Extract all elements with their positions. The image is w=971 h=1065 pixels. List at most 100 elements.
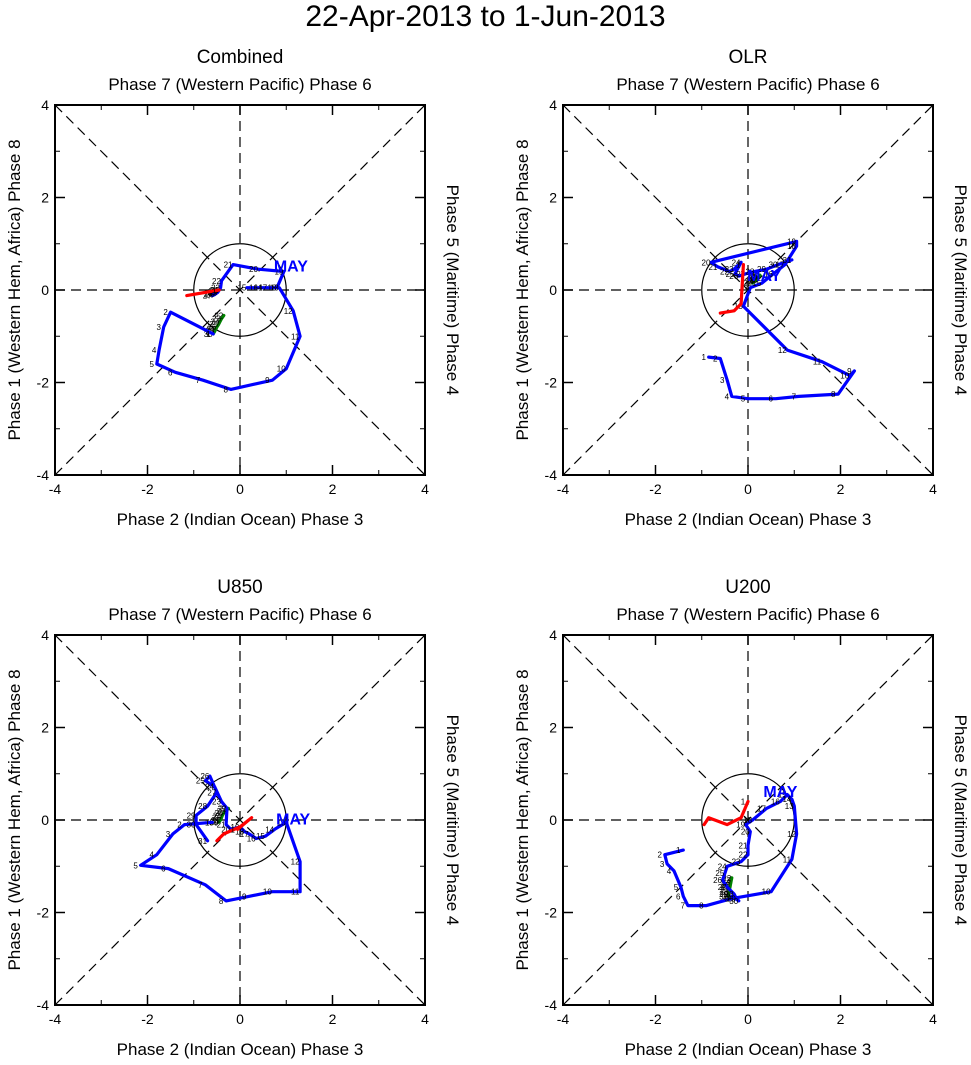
day-label: 2 [658,851,663,860]
day-label: 21 [217,821,226,830]
day-label: 14 [254,284,263,293]
day-label: 8 [699,902,704,911]
y-tick-label: -2 [37,905,50,921]
day-label: 28 [745,268,754,277]
x-tick-label: -4 [557,1011,570,1027]
day-label: 15 [778,791,787,800]
day-label: 2 [713,354,718,363]
day-label: 16 [764,270,773,279]
day-label: 12 [787,830,796,839]
day-label: 25 [726,270,735,279]
day-label: 5 [150,360,155,369]
day-label: 1 [230,825,235,834]
series-april-line [727,876,734,898]
y-tick-label: 4 [41,627,49,643]
day-label: 13 [277,818,286,827]
day-label: 7 [196,376,201,385]
day-label: 10 [840,372,849,381]
y-tick-label: -2 [545,375,558,391]
month-label-may: MAY [276,812,310,829]
day-label: 31 [782,256,791,265]
day-label: 27 [211,816,220,825]
unit-circle [193,773,287,867]
day-label: 12 [284,307,293,316]
day-label: 30 [719,892,728,901]
unit-circle [193,243,287,337]
day-label: 5 [133,861,138,870]
day-label: 7 [792,392,797,401]
y-tick-label: -4 [37,997,50,1013]
series-may-line [155,263,302,391]
series-april-line [211,313,226,336]
day-label: 22 [214,311,223,320]
left-axis-label: Phase 1 (Western Hem, Africa) Phase 8 [5,139,24,440]
day-label: 15 [752,279,761,288]
day-label: 27 [748,274,757,283]
day-label: 17 [776,261,785,270]
day-label: 29 [187,811,196,820]
day-label: 29 [757,265,766,274]
day-label: 1 [206,330,211,339]
day-label: 21 [708,263,717,272]
right-axis-label: Phase 5 (Maritime) Phase 4 [443,715,462,926]
day-label: 22 [219,804,228,813]
day-label: 24 [211,317,220,326]
x-tick-label: -2 [649,1011,662,1027]
day-label: 10 [762,888,771,897]
y-tick-label: -4 [545,997,558,1013]
day-label: 2 [163,308,168,317]
day-label: 13 [270,284,279,293]
day-label: 30 [204,330,213,339]
panel-u850: U850 Phase 7 (Western Pacific) Phase 6 Pha… [5,577,462,1059]
y-tick-label: 2 [41,190,49,206]
day-label: 26 [721,883,730,892]
day-label: 11 [291,888,300,897]
day-label: 28 [210,817,219,826]
day-label: 4 [725,392,730,401]
day-label: 25 [196,777,205,786]
y-tick-label: 4 [41,97,49,113]
day-label: 18 [268,284,277,293]
day-label: 22 [218,804,227,813]
day-label: 23 [744,278,753,287]
day-label: 19 [787,237,796,246]
y-tick-label: -2 [37,375,50,391]
day-label: 29 [719,890,728,899]
panel-title: U850 [217,577,262,598]
day-label: 11 [291,332,300,341]
day-label: 4 [667,867,672,876]
day-label: 1 [205,818,210,827]
day-label: 27 [720,885,729,894]
y-tick-label: 0 [41,282,49,298]
y-tick-label: -4 [545,467,558,483]
left-axis-label: Phase 1 (Western Hem, Africa) Phase 8 [513,669,532,970]
day-label: 2 [177,821,182,830]
x-tick-label: 2 [837,481,845,497]
day-label: 29 [210,818,219,827]
day-label: 4 [150,851,155,860]
day-label: 17 [258,284,267,293]
day-label: 20 [221,825,230,834]
day-label: 6 [769,395,774,404]
day-label: 5 [674,883,679,892]
day-label: 25 [213,811,222,820]
top-axis-label: Phase 7 (Western Pacific) Phase 6 [108,605,371,624]
day-label: 14 [741,284,750,293]
y-tick-label: 2 [41,720,49,736]
day-label: 30 [729,897,738,906]
day-label: 30 [187,821,196,830]
day-label: 1 [701,353,706,362]
y-tick-label: 0 [549,282,557,298]
day-label: 22 [212,277,221,286]
day-label: 26 [205,291,214,300]
left-axis-label: Phase 1 (Western Hem, Africa) Phase 8 [513,139,532,440]
day-label: 26 [747,275,756,284]
day-label: 23 [722,876,731,885]
top-axis-label: Phase 7 (Western Pacific) Phase 6 [108,75,371,94]
day-label: 11 [783,855,792,864]
day-label: 25 [208,288,217,297]
day-label: 27 [206,325,215,334]
day-label: 6 [168,368,173,377]
day-label: 26 [207,323,216,332]
day-label: 28 [749,273,758,282]
